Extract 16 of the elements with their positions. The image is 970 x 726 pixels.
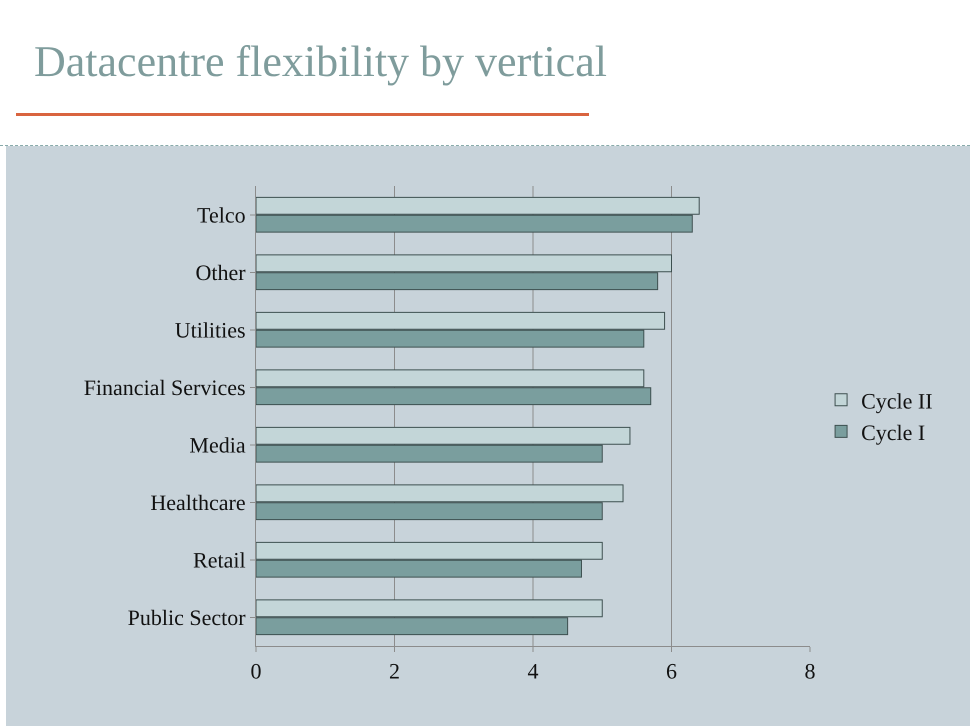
x-tick-label: 0 (250, 658, 262, 684)
y-tick-label: Public Sector (128, 604, 246, 630)
legend-label: Cycle I (861, 420, 926, 445)
y-tick-label: Retail (193, 547, 246, 572)
y-tick-label: Financial Services (84, 374, 246, 400)
y-tick-label: Utilities (174, 317, 246, 342)
legend-label: Cycle II (861, 388, 933, 414)
x-tick-label: 6 (666, 658, 677, 684)
y-tick-label: Telco (197, 202, 246, 228)
y-tick-label: Healthcare (150, 490, 246, 515)
chart-title: Datacentre flexibility by vertical (34, 36, 607, 87)
x-tick-label: 2 (389, 658, 400, 684)
y-tick-label: Other (196, 260, 246, 285)
y-tick-label: Media (189, 432, 246, 458)
x-tick-label: 8 (804, 658, 816, 684)
x-tick-label: 4 (528, 658, 538, 684)
